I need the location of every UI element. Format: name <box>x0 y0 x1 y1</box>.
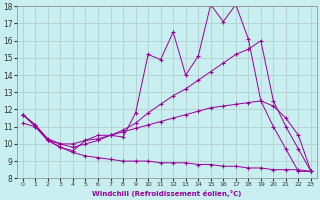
X-axis label: Windchill (Refroidissement éolien,°C): Windchill (Refroidissement éolien,°C) <box>92 190 242 197</box>
